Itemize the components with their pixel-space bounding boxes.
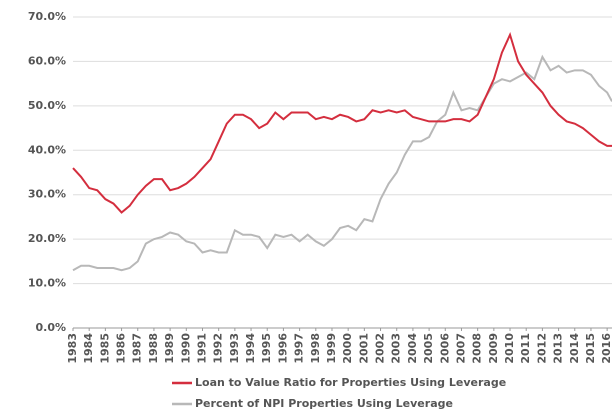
x-tick-label: 2010 bbox=[503, 333, 516, 364]
x-tick-label: 1989 bbox=[163, 333, 176, 364]
legend-label: Loan to Value Ratio for Properties Using… bbox=[195, 376, 506, 389]
x-tick-label: 2006 bbox=[438, 333, 451, 364]
x-tick-label: 1991 bbox=[195, 333, 208, 364]
x-tick-label: 2000 bbox=[341, 333, 354, 364]
x-tick-label: 2008 bbox=[471, 333, 484, 364]
legend-label: Percent of NPI Properties Using Leverage bbox=[195, 397, 453, 410]
x-tick-label: 1985 bbox=[98, 333, 111, 364]
series-line bbox=[72, 54, 612, 272]
x-tick-label: 2011 bbox=[519, 333, 532, 364]
y-tick-label: 20.0% bbox=[28, 232, 66, 245]
x-tick-label: 1993 bbox=[228, 333, 241, 364]
x-tick-label: 2015 bbox=[584, 333, 597, 364]
x-tick-label: 2016 bbox=[600, 333, 612, 364]
x-tick-label: 2012 bbox=[535, 333, 548, 364]
x-tick-label: 1998 bbox=[309, 333, 322, 364]
x-tick-label: 2002 bbox=[374, 333, 387, 364]
y-tick-label: 30.0% bbox=[28, 188, 66, 201]
x-tick-label: 2013 bbox=[552, 333, 565, 364]
x-tick-label: 1992 bbox=[212, 333, 225, 364]
x-tick-label: 1990 bbox=[179, 333, 192, 364]
y-tick-label: 70.0% bbox=[28, 10, 66, 23]
y-tick-label: 10.0% bbox=[28, 277, 66, 290]
y-tick-label: 40.0% bbox=[28, 143, 66, 156]
x-tick-label: 1994 bbox=[244, 333, 257, 364]
x-tick-label: 2014 bbox=[568, 333, 581, 364]
x-tick-label: 1997 bbox=[293, 333, 306, 364]
x-tick-label: 1988 bbox=[147, 333, 160, 364]
series-line bbox=[72, 31, 612, 214]
x-tick-label: 1996 bbox=[276, 333, 289, 364]
x-tick-label: 2004 bbox=[406, 333, 419, 364]
x-tick-label: 1995 bbox=[260, 333, 273, 364]
y-tick-label: 50.0% bbox=[28, 99, 66, 112]
x-tick-label: 2003 bbox=[390, 333, 403, 364]
x-tick-label: 2009 bbox=[487, 333, 500, 364]
x-tick-label: 1983 bbox=[66, 333, 79, 364]
x-tick-label: 2005 bbox=[422, 333, 435, 364]
x-tick-label: 1984 bbox=[82, 333, 95, 364]
x-tick-label: 2001 bbox=[357, 333, 370, 364]
x-tick-label: 1999 bbox=[325, 333, 338, 364]
y-tick-label: 60.0% bbox=[28, 54, 66, 67]
x-tick-label: 2007 bbox=[454, 333, 467, 364]
x-tick-label: 1986 bbox=[115, 333, 128, 364]
x-tick-label: 1987 bbox=[131, 333, 144, 364]
y-tick-label: 0.0% bbox=[35, 321, 66, 334]
